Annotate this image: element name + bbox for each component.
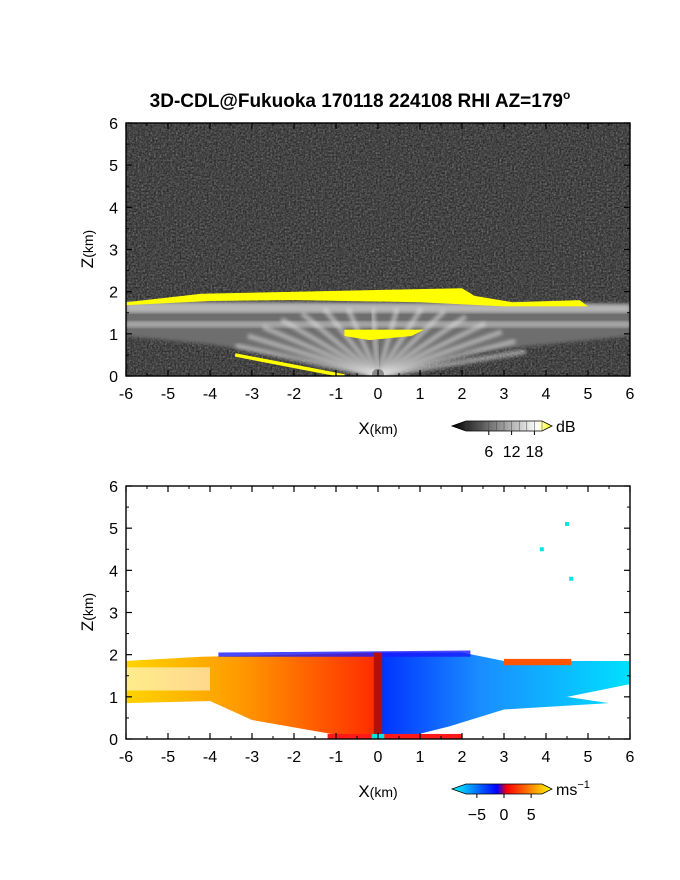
x-tick-label: 3 bbox=[500, 386, 509, 403]
aerosol-mid-band bbox=[126, 321, 630, 328]
echo-ray bbox=[322, 307, 380, 376]
y-tick-label: 4 bbox=[109, 200, 118, 217]
intensity-heatmap bbox=[126, 123, 630, 376]
y-tick-label: 2 bbox=[109, 285, 118, 302]
echo-ray bbox=[376, 314, 468, 376]
x-tick-label: -3 bbox=[245, 749, 259, 766]
intensity-colorbar-tick-label: 12 bbox=[503, 444, 521, 461]
x-tick-label: -6 bbox=[119, 749, 133, 766]
x-tick-label: 0 bbox=[374, 386, 383, 403]
x-tick-label: 2 bbox=[458, 386, 467, 403]
velocity-colorbar-tick-label: 5 bbox=[527, 807, 536, 824]
x-tick-label: 1 bbox=[416, 749, 425, 766]
velocity-negative-region bbox=[378, 652, 630, 737]
x-tick-label: -1 bbox=[329, 749, 343, 766]
x-tick-label: -2 bbox=[287, 386, 301, 403]
velocity-scatter-point bbox=[539, 547, 544, 552]
x-tick-label: -2 bbox=[287, 749, 301, 766]
ground-return bbox=[234, 353, 345, 376]
x-tick-label: -6 bbox=[119, 386, 133, 403]
y-tick-label: 6 bbox=[109, 116, 118, 133]
x-tick-label: 0 bbox=[374, 749, 383, 766]
x-tick-label: 4 bbox=[542, 749, 551, 766]
velocity-scatter-point bbox=[569, 576, 574, 581]
x-tick-label: 3 bbox=[500, 749, 509, 766]
x-tick-label: -5 bbox=[161, 749, 175, 766]
intensity-y-axis-label: Z(km) bbox=[78, 230, 97, 268]
echo-ray bbox=[300, 311, 380, 376]
velocity-scatter-point bbox=[565, 521, 569, 526]
x-tick-label: 6 bbox=[626, 749, 635, 766]
y-tick-label: 6 bbox=[109, 479, 118, 496]
echo-ray bbox=[375, 307, 424, 376]
velocity-gap-left bbox=[126, 667, 210, 691]
y-tick-label: 0 bbox=[109, 369, 118, 386]
x-tick-label: -5 bbox=[161, 386, 175, 403]
velocity-top-edge bbox=[218, 650, 471, 657]
y-tick-label: 1 bbox=[109, 690, 118, 707]
x-tick-label: 4 bbox=[542, 386, 551, 403]
velocity-ground-band bbox=[327, 733, 462, 739]
x-tick-label: 6 bbox=[626, 386, 635, 403]
echo-ray bbox=[376, 309, 447, 376]
y-tick-label: 0 bbox=[109, 732, 118, 749]
intensity-colorbar-tick-label: 18 bbox=[526, 444, 544, 461]
velocity-right-patch bbox=[504, 658, 572, 666]
echo-ray bbox=[235, 343, 379, 376]
x-tick-label: 1 bbox=[416, 386, 425, 403]
intensity-colorbar: 6 12 18 dB bbox=[450, 419, 576, 461]
y-tick-label: 1 bbox=[109, 327, 118, 344]
velocity-y-axis-label: Z(km) bbox=[78, 593, 97, 631]
x-tick-label: 2 bbox=[458, 749, 467, 766]
x-tick-label: -3 bbox=[245, 386, 259, 403]
x-tick-label: -4 bbox=[203, 386, 217, 403]
echo-ray bbox=[376, 321, 487, 376]
y-tick-label: 3 bbox=[109, 606, 118, 623]
velocity-colorbar-tick-label: −5 bbox=[468, 807, 486, 824]
velocity-panel: -6 -5 -4 -3 -2 -1 0 1 2 3 4 5 6 0 1 2 3 4 5 6 Z(km) X(km) −… bbox=[78, 479, 635, 824]
velocity-x-axis-label: X(km) bbox=[358, 782, 397, 801]
cloud-layer bbox=[126, 288, 588, 307]
velocity-colorbar: −5 0 5 ms−1 bbox=[450, 779, 590, 824]
y-tick-label: 5 bbox=[109, 521, 118, 538]
intensity-colorbar-unit: dB bbox=[556, 419, 576, 436]
echo-ray bbox=[375, 307, 400, 376]
intensity-colorbar-tick-label: 6 bbox=[484, 444, 493, 461]
y-tick-label: 4 bbox=[109, 563, 118, 580]
plot-title: 3D-CDL@Fukuoka 170118 224108 RHI AZ=179o bbox=[150, 88, 571, 112]
y-tick-label: 3 bbox=[109, 243, 118, 260]
inner-echo bbox=[344, 329, 425, 341]
velocity-colorbar-unit: ms−1 bbox=[556, 779, 590, 799]
x-tick-label: -1 bbox=[329, 386, 343, 403]
x-tick-label: 5 bbox=[584, 386, 593, 403]
velocity-heatmap bbox=[126, 486, 630, 739]
intensity-colorbar-bar bbox=[450, 420, 553, 432]
intensity-x-axis-label: X(km) bbox=[358, 419, 397, 438]
y-tick-label: 2 bbox=[109, 648, 118, 665]
echo-ray bbox=[370, 308, 381, 376]
x-tick-label: 5 bbox=[584, 749, 593, 766]
x-tick-label: -4 bbox=[203, 749, 217, 766]
velocity-colorbar-bar bbox=[450, 783, 553, 795]
velocity-zero-line bbox=[373, 652, 383, 737]
y-tick-label: 5 bbox=[109, 158, 118, 175]
velocity-colorbar-tick-label: 0 bbox=[500, 807, 509, 824]
echo-ray bbox=[345, 307, 381, 376]
